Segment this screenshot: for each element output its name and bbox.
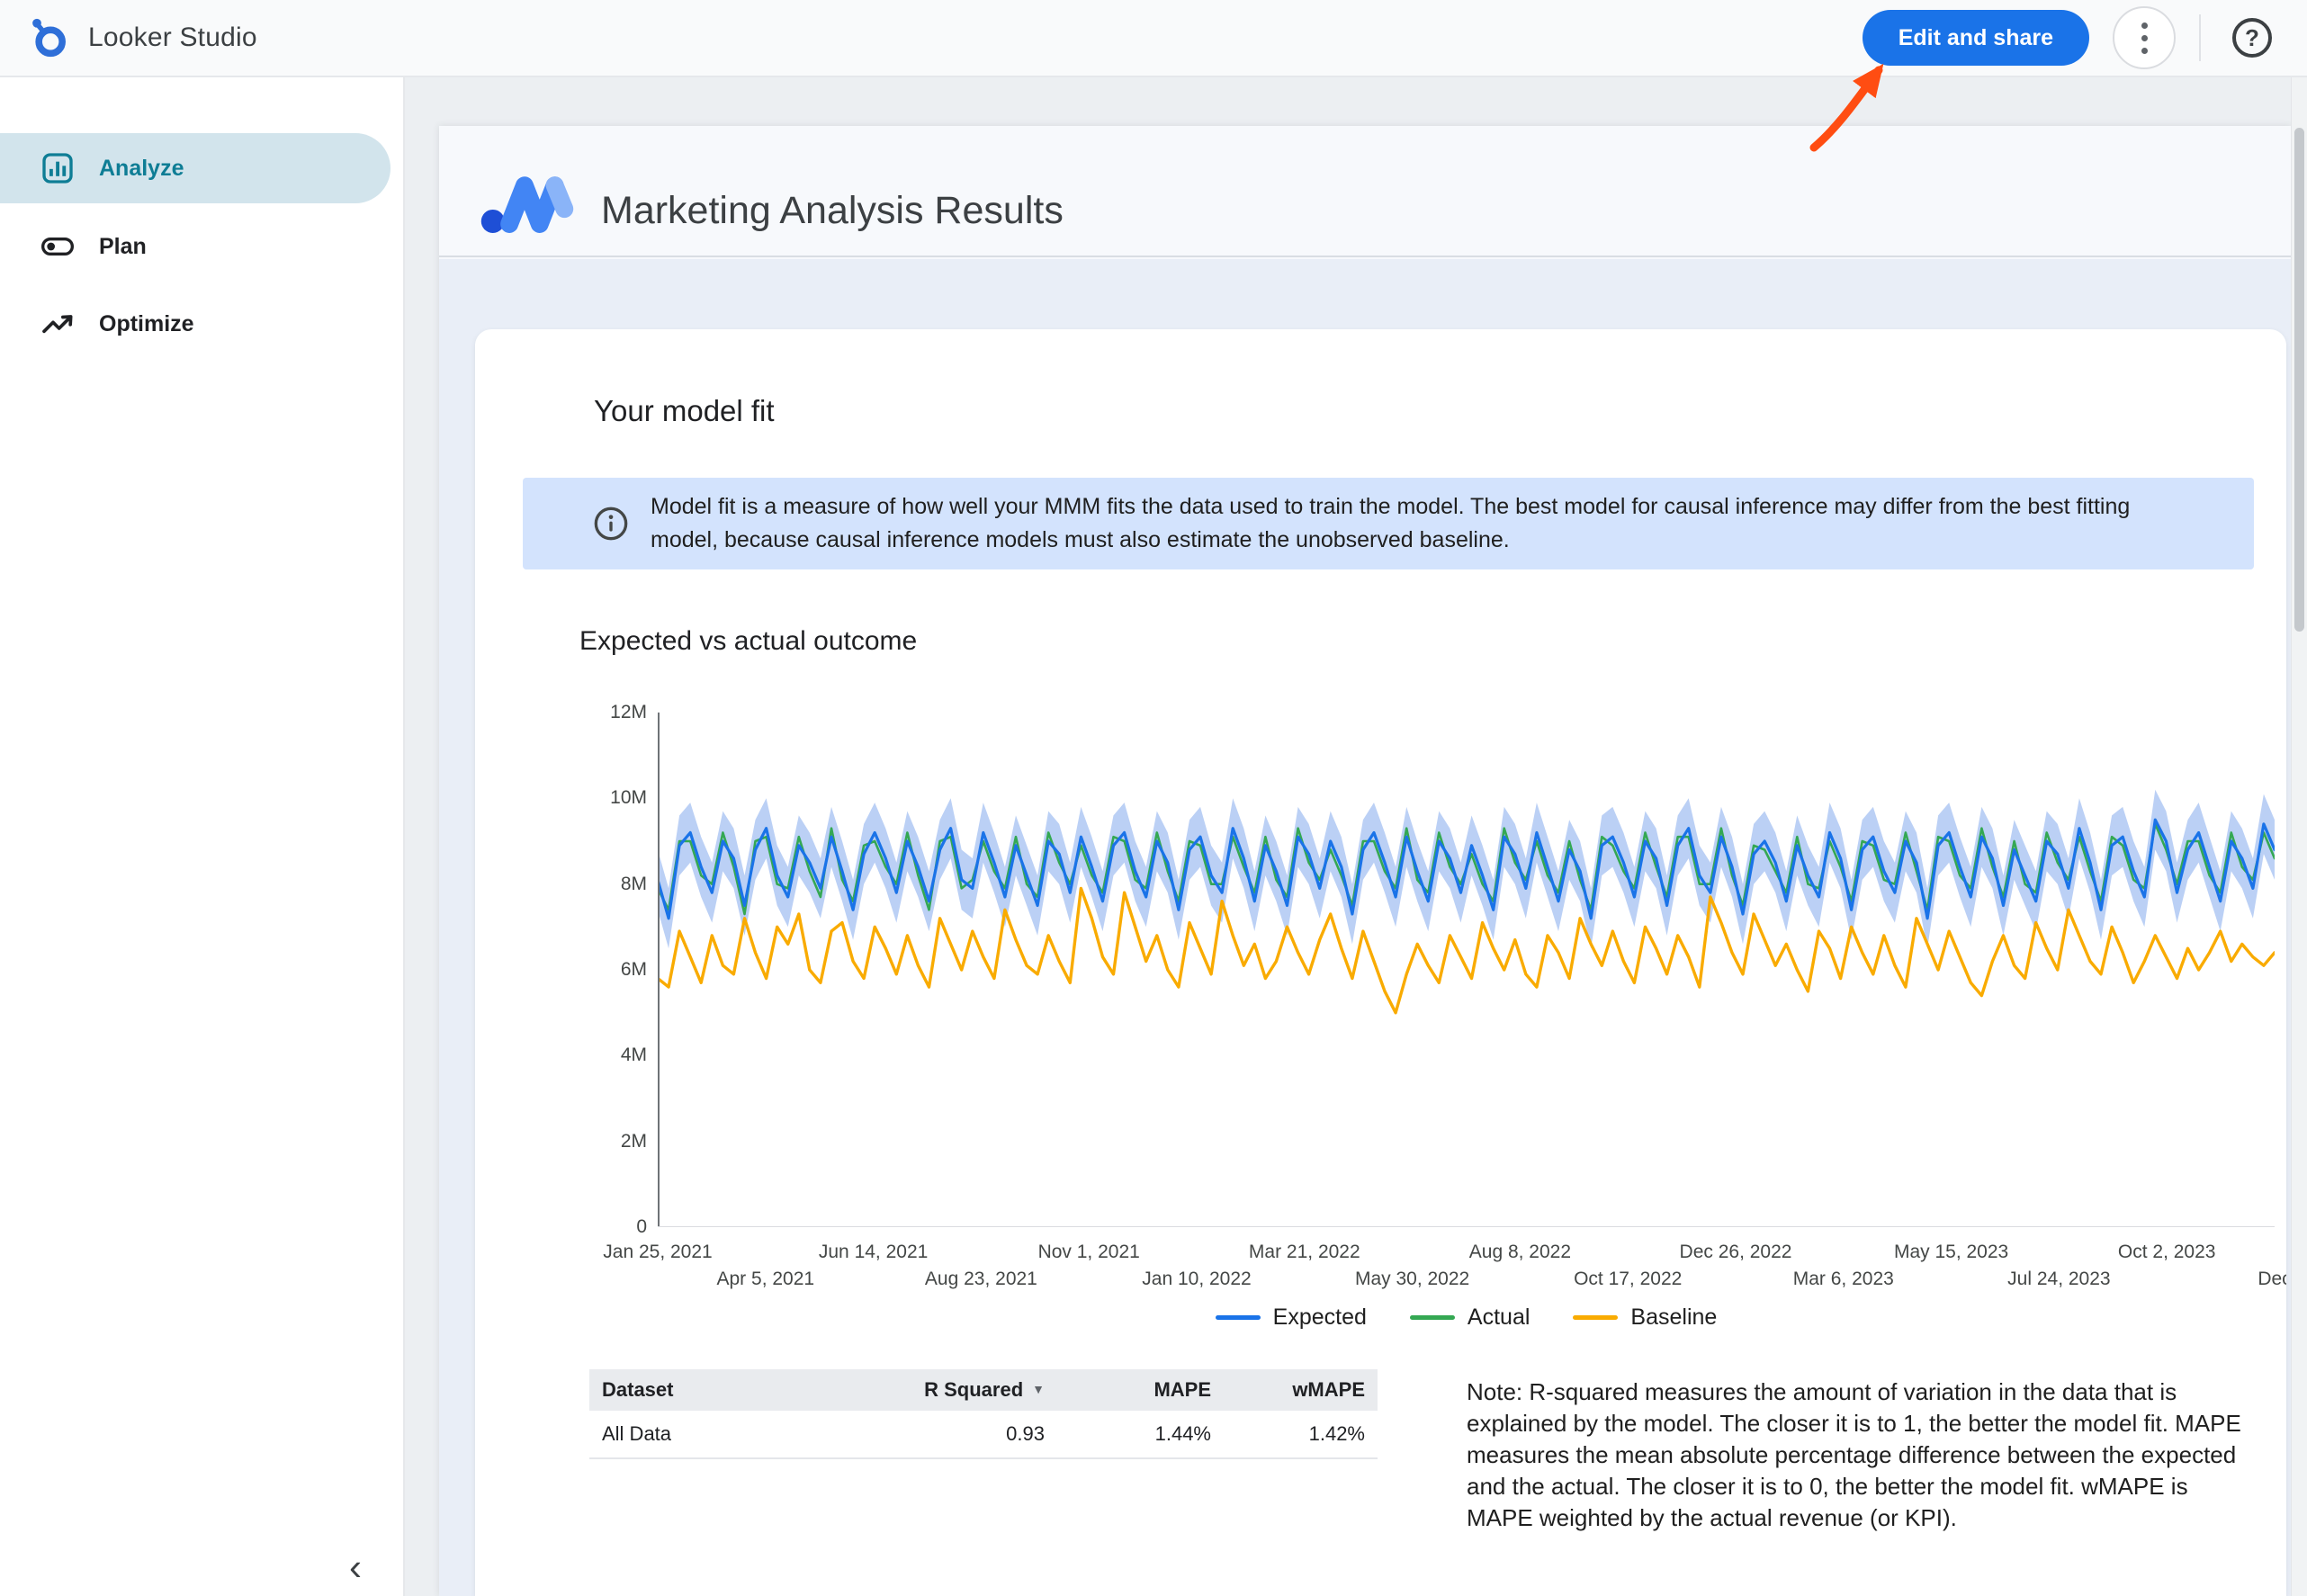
x-axis-tick: Aug 23, 2021 (924, 1269, 1037, 1289)
expected-vs-actual-chart[interactable]: 0 2M 4M 6M 8M 10M 12M Jan 25, 2021 Apr 5, 2021 J… (603, 702, 2286, 1289)
x-axis-tick: Jul 24, 2023 (2007, 1269, 2111, 1289)
legend-label: Baseline (1630, 1305, 1718, 1330)
y-axis-tick: 4M (620, 1045, 647, 1066)
x-axis-tick: Nov 1, 2021 (1037, 1242, 1140, 1262)
help-button[interactable]: ? (2224, 10, 2280, 66)
table-row: All Data 0.93 1.44% 1.42% (589, 1411, 1378, 1459)
x-axis-tick: May 30, 2022 (1354, 1269, 1470, 1289)
y-axis-tick: 2M (620, 1130, 647, 1152)
legend-swatch (1215, 1315, 1261, 1320)
card-title: Your model fit (594, 394, 775, 427)
legend-label: Actual (1467, 1305, 1531, 1330)
info-banner: Model fit is a measure of how well your … (523, 478, 2254, 569)
legend-item-expected: Expected (1215, 1305, 1367, 1331)
column-header-wmape[interactable]: wMAPE (1224, 1369, 1378, 1411)
looker-logo-icon (32, 18, 66, 58)
info-banner-text: Model fit is a measure of how well your … (651, 494, 2131, 552)
legend-label: Expected (1272, 1305, 1367, 1330)
edit-and-share-button[interactable]: Edit and share (1862, 10, 2089, 66)
y-axis-tick: 0 (636, 1216, 647, 1237)
app-header: Looker Studio Edit and share ? (0, 0, 2307, 77)
x-axis-tick: Dec 26, 2022 (1679, 1242, 1792, 1262)
chart-legend: Expected Actual Baseline (658, 1305, 2275, 1331)
header-divider (2199, 14, 2201, 61)
page-title: Marketing Analysis Results (601, 189, 1064, 232)
cell-dataset: All Data (589, 1411, 846, 1459)
x-axis-tick: Jun 14, 2021 (818, 1242, 929, 1262)
sidebar-item-label: Plan (99, 233, 147, 259)
sidebar-item-optimize[interactable]: Optimize (0, 289, 390, 359)
x-axis-tick: Mar 6, 2023 (1792, 1269, 1894, 1289)
model-fit-table: Dataset R Squared ▼ MAPE wMAPE All Data 0… (589, 1369, 1378, 1459)
y-axis-tick: 12M (610, 702, 647, 722)
y-axis-tick: 8M (620, 873, 647, 894)
collapse-sidebar-button[interactable]: ‹ (349, 1548, 362, 1586)
optimize-icon (42, 315, 73, 334)
legend-item-baseline: Baseline (1573, 1305, 1717, 1331)
header-actions: Edit and share ? (1862, 6, 2280, 69)
sidebar-item-label: Analyze (99, 155, 184, 181)
app-name: Looker Studio (88, 22, 257, 52)
cell-wmape: 1.42% (1224, 1411, 1378, 1459)
analyze-icon (42, 153, 73, 184)
legend-swatch (1409, 1315, 1455, 1320)
scrollbar[interactable] (2291, 77, 2307, 1596)
x-axis-tick: Oct 2, 2023 (2117, 1242, 2216, 1262)
sidebar: Analyze Plan Optimize ‹ (0, 77, 405, 1596)
column-header-mape[interactable]: MAPE (1057, 1369, 1224, 1411)
sidebar-item-plan[interactable]: Plan (0, 211, 390, 282)
cell-mape: 1.44% (1057, 1411, 1224, 1459)
model-fit-card: Your model fit Model fit is a measure of… (475, 329, 2286, 1596)
sidebar-item-analyze[interactable]: Analyze (0, 133, 390, 203)
report-body: Your model fit Model fit is a measure of… (439, 259, 2291, 1596)
help-icon: ? (2232, 18, 2272, 58)
chart-plot-area[interactable] (658, 713, 2275, 1227)
note-text: Note: R-squared measures the amount of v… (1467, 1378, 2241, 1531)
cell-r-squared: 0.93 (846, 1411, 1057, 1459)
scrollbar-thumb[interactable] (2294, 128, 2304, 632)
sort-desc-icon: ▼ (1032, 1382, 1045, 1396)
x-axis-tick: May 15, 2023 (1893, 1242, 2009, 1262)
legend-item-actual: Actual (1409, 1305, 1531, 1331)
brand: Looker Studio (25, 14, 257, 61)
legend-swatch (1573, 1315, 1619, 1320)
chevron-left-icon: ‹ (349, 1546, 362, 1588)
table-header-row: Dataset R Squared ▼ MAPE wMAPE (589, 1369, 1378, 1411)
x-axis-tick: Oct 17, 2022 (1574, 1269, 1683, 1289)
column-header-label: R Squared (924, 1378, 1024, 1401)
sidebar-footer: ‹ (0, 1538, 403, 1596)
x-axis-tick: Apr 5, 2021 (716, 1269, 815, 1289)
x-axis-tick: Dec (2258, 1269, 2286, 1289)
info-icon (594, 507, 628, 541)
report-canvas: Marketing Analysis Results Your model fi… (439, 126, 2291, 1596)
x-axis-tick: Aug 8, 2022 (1468, 1242, 1572, 1262)
meridian-logo-icon (480, 176, 574, 233)
column-header-r-squared[interactable]: R Squared ▼ (846, 1369, 1057, 1411)
y-axis-tick: 6M (620, 959, 647, 980)
x-axis-tick: Jan 25, 2021 (603, 1242, 713, 1262)
chart-title: Expected vs actual outcome (579, 626, 918, 656)
plan-icon (41, 238, 75, 256)
x-axis-tick: Mar 21, 2022 (1248, 1242, 1360, 1262)
sidebar-item-label: Optimize (99, 310, 194, 336)
x-axis-tick: Jan 10, 2022 (1142, 1269, 1252, 1289)
report-header: Marketing Analysis Results (439, 126, 2291, 257)
more-options-button[interactable] (2113, 6, 2176, 69)
column-header-dataset[interactable]: Dataset (589, 1369, 846, 1411)
kebab-menu-icon (2141, 22, 2148, 54)
y-axis-tick: 10M (610, 787, 647, 809)
